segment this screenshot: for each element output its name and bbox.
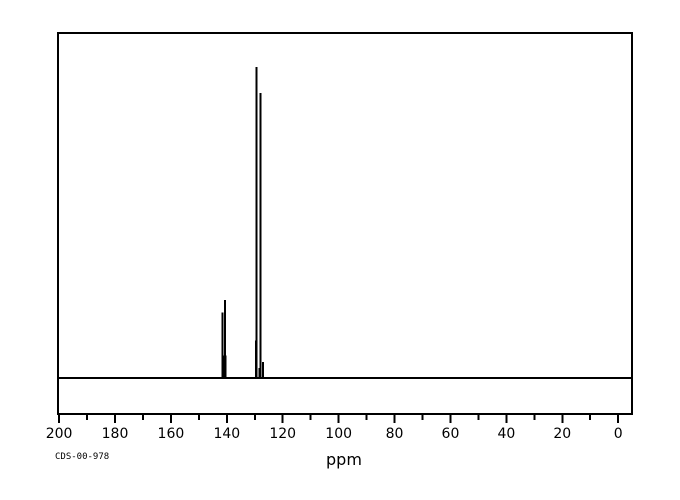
spectrum-id-label: CDS-00-978: [55, 452, 110, 462]
x-axis-tick-label: 160: [158, 426, 185, 442]
x-axis-tick-label: 60: [442, 426, 460, 442]
x-axis-tick-label: 40: [497, 426, 515, 442]
x-axis-tick-label: 140: [213, 426, 240, 442]
x-axis-tick-label: 20: [553, 426, 571, 442]
axis-box: [57, 32, 633, 415]
x-axis-tick-label: 0: [614, 426, 623, 442]
x-axis-title: ppm: [326, 450, 362, 469]
x-axis-tick-label: 80: [386, 426, 404, 442]
x-axis-tick-label: 100: [325, 426, 352, 442]
x-axis-tick-label: 180: [102, 426, 129, 442]
x-axis-tick-label: 200: [46, 426, 73, 442]
x-axis-tick-label: 120: [269, 426, 296, 442]
